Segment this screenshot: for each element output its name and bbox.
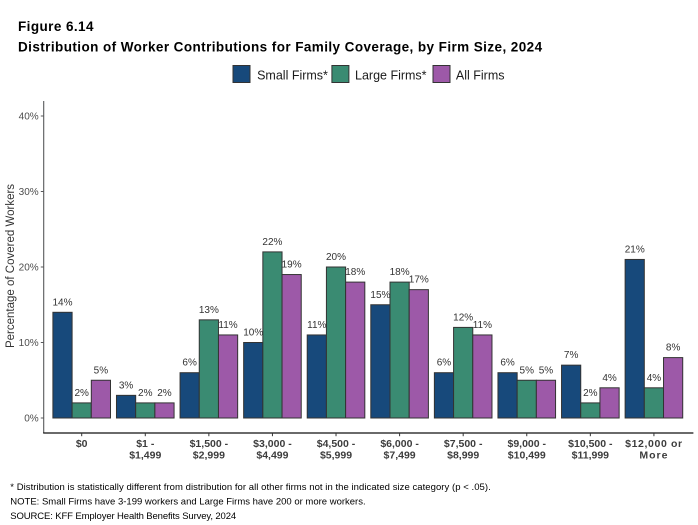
svg-text:0%: 0% xyxy=(24,414,39,425)
svg-text:20%: 20% xyxy=(326,252,346,263)
svg-text:2%: 2% xyxy=(138,388,153,399)
svg-text:19%: 19% xyxy=(282,260,302,271)
svg-text:All Firms: All Firms xyxy=(456,68,505,82)
svg-text:18%: 18% xyxy=(390,267,410,278)
svg-text:11%: 11% xyxy=(307,320,326,331)
svg-text:8%: 8% xyxy=(666,343,681,354)
svg-text:15%: 15% xyxy=(370,290,390,301)
svg-text:3%: 3% xyxy=(119,380,134,391)
svg-text:$1,500 -: $1,500 - xyxy=(190,438,229,450)
svg-text:More: More xyxy=(639,450,668,462)
svg-text:4%: 4% xyxy=(602,373,617,384)
svg-text:18%: 18% xyxy=(345,267,365,278)
svg-text:11%: 11% xyxy=(218,320,237,331)
svg-text:* Distribution is statisticall: * Distribution is statistically differen… xyxy=(10,482,491,493)
svg-text:2%: 2% xyxy=(74,388,89,399)
svg-text:$3,000 -: $3,000 - xyxy=(253,438,292,450)
svg-text:SOURCE: KFF Employer Health Be: SOURCE: KFF Employer Health Benefits Sur… xyxy=(10,511,236,522)
svg-text:5%: 5% xyxy=(520,365,535,376)
svg-text:$12,000 or: $12,000 or xyxy=(625,438,683,450)
svg-text:2%: 2% xyxy=(157,388,172,399)
svg-text:$7,500 -: $7,500 - xyxy=(444,438,483,450)
svg-text:13%: 13% xyxy=(199,305,219,316)
svg-text:12%: 12% xyxy=(453,312,473,323)
svg-text:$10,499: $10,499 xyxy=(508,450,546,462)
svg-text:Percentage of Covered Workers: Percentage of Covered Workers xyxy=(5,184,17,348)
svg-text:2%: 2% xyxy=(583,388,598,399)
svg-text:5%: 5% xyxy=(94,365,109,376)
svg-text:21%: 21% xyxy=(625,244,645,255)
svg-text:$7,499: $7,499 xyxy=(384,450,416,462)
svg-text:NOTE: Small Firms have 3-199 w: NOTE: Small Firms have 3-199 workers and… xyxy=(10,496,365,507)
svg-text:Figure 6.14: Figure 6.14 xyxy=(18,19,94,34)
svg-text:Large Firms*: Large Firms* xyxy=(355,68,427,82)
svg-text:$4,499: $4,499 xyxy=(256,450,288,462)
svg-text:$4,500 -: $4,500 - xyxy=(317,438,356,450)
svg-text:7%: 7% xyxy=(564,350,579,361)
svg-text:11%: 11% xyxy=(473,320,492,331)
svg-text:$2,999: $2,999 xyxy=(193,450,225,462)
svg-text:30%: 30% xyxy=(19,187,39,198)
svg-text:10%: 10% xyxy=(243,328,263,339)
svg-text:6%: 6% xyxy=(182,358,197,369)
svg-text:$1 -: $1 - xyxy=(136,438,155,450)
svg-text:20%: 20% xyxy=(19,263,39,274)
svg-text:10%: 10% xyxy=(19,338,39,349)
svg-text:$8,999: $8,999 xyxy=(447,450,479,462)
svg-text:$6,000 -: $6,000 - xyxy=(380,438,419,450)
svg-text:$1,499: $1,499 xyxy=(129,450,161,462)
svg-text:$0: $0 xyxy=(76,438,88,450)
svg-text:4%: 4% xyxy=(647,373,662,384)
svg-text:Small Firms*: Small Firms* xyxy=(257,68,328,82)
svg-text:$9,000 -: $9,000 - xyxy=(507,438,546,450)
svg-text:$10,500 -: $10,500 - xyxy=(568,438,613,450)
svg-text:5%: 5% xyxy=(539,365,554,376)
svg-text:6%: 6% xyxy=(437,358,452,369)
svg-text:$11,999: $11,999 xyxy=(572,450,610,462)
svg-text:Distribution of Worker Contrib: Distribution of Worker Contributions for… xyxy=(18,40,543,55)
svg-text:14%: 14% xyxy=(52,297,72,308)
svg-text:17%: 17% xyxy=(409,275,429,286)
svg-text:6%: 6% xyxy=(500,358,515,369)
svg-text:$5,999: $5,999 xyxy=(320,450,352,462)
svg-text:22%: 22% xyxy=(262,237,282,248)
svg-text:40%: 40% xyxy=(19,112,39,123)
